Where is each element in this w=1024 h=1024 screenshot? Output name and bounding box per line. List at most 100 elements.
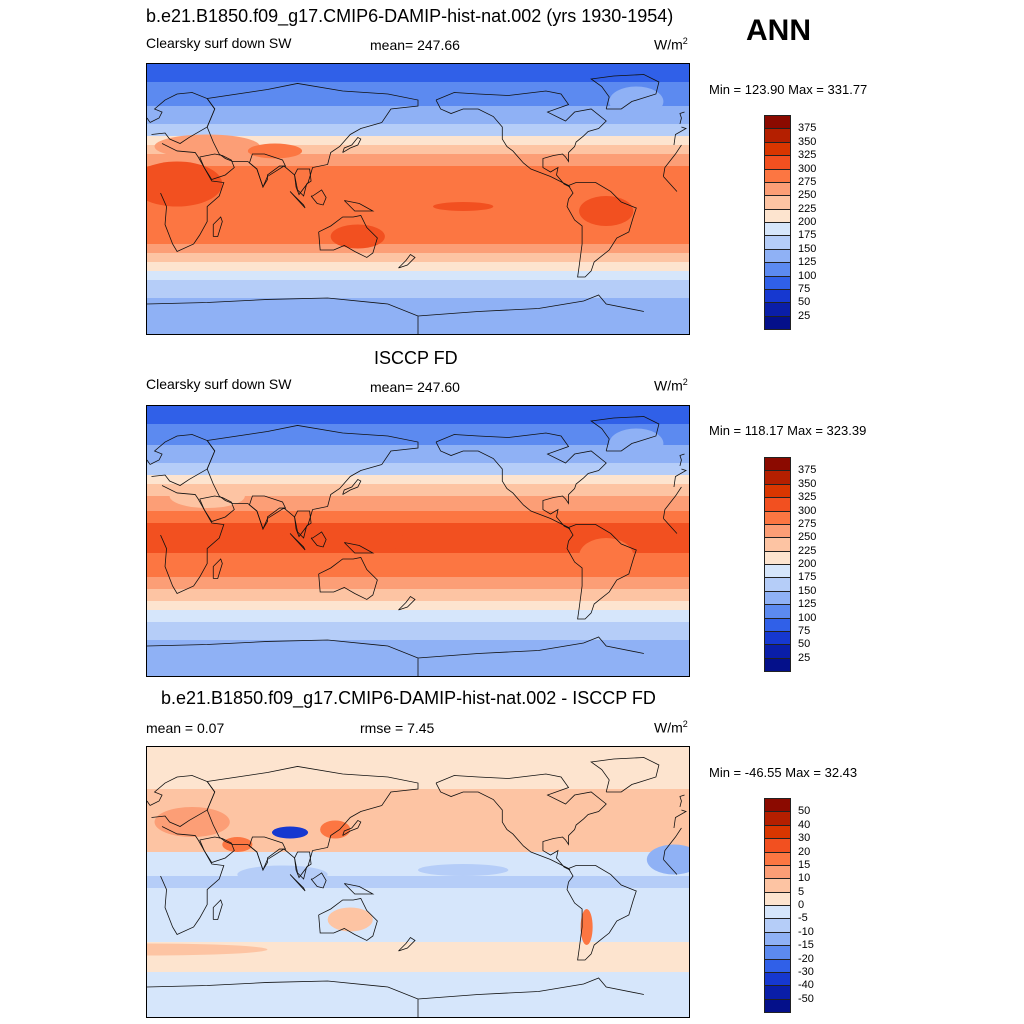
map-band bbox=[147, 124, 689, 137]
coastline-borneo bbox=[310, 872, 327, 889]
coastline-seasia bbox=[294, 851, 312, 880]
colorbar-swatch bbox=[764, 262, 791, 277]
colorbar-label: 100 bbox=[798, 269, 817, 282]
map-feature bbox=[579, 195, 634, 226]
map-feature bbox=[154, 807, 230, 837]
map-svg bbox=[147, 406, 689, 676]
colorbar-label: 75 bbox=[798, 282, 811, 295]
coastline-greenland bbox=[590, 757, 660, 793]
map-feature bbox=[330, 224, 385, 249]
colorbar-swatch bbox=[764, 971, 791, 987]
colorbar-label: 75 bbox=[798, 624, 811, 637]
colorbar-swatch bbox=[764, 945, 791, 960]
colorbar-swatch bbox=[764, 457, 791, 472]
panel-3-map bbox=[146, 746, 690, 1018]
coastline-newguinea bbox=[343, 883, 375, 895]
map-feature bbox=[580, 909, 593, 945]
colorbar-label: -5 bbox=[798, 912, 808, 925]
panel-1-units: W/m2 bbox=[654, 36, 688, 53]
panel-2-colorbar: 375 350 325 300 275 250 225 200 175 150 125 100 75 50… bbox=[764, 457, 816, 672]
coastline-india bbox=[249, 153, 287, 188]
colorbar-swatch bbox=[764, 577, 791, 592]
colorbar-label: -20 bbox=[798, 952, 814, 965]
coastline-arabia bbox=[199, 495, 235, 523]
panel-1-colorbar: 375 350 325 300 275 250 225 200 175 150 125 100 75 50… bbox=[764, 115, 816, 330]
coastline-greenland bbox=[590, 416, 660, 452]
coastline-newguinea bbox=[343, 542, 375, 554]
coastline-sumatra bbox=[289, 874, 306, 892]
map-band bbox=[147, 475, 689, 485]
coastline-southamerica bbox=[566, 524, 637, 620]
colorbar-label: 150 bbox=[798, 242, 817, 255]
panel-3-units: W/m2 bbox=[654, 719, 688, 736]
coastline-greenland bbox=[590, 74, 660, 110]
map-feature bbox=[609, 428, 664, 459]
coastline-antarctica bbox=[147, 977, 644, 1017]
panel-2-map bbox=[146, 405, 690, 677]
map-feature bbox=[327, 907, 373, 932]
map-band bbox=[147, 253, 689, 263]
colorbar-swatch bbox=[764, 470, 791, 485]
colorbar-swatch bbox=[764, 537, 791, 552]
map-band bbox=[147, 406, 689, 425]
panel-3-rmse: rmse = 7.45 bbox=[360, 720, 435, 736]
coastline-borneo bbox=[310, 531, 327, 548]
colorbar-label: 225 bbox=[798, 544, 817, 557]
coastline-antarctica bbox=[147, 294, 644, 334]
colorbar-label: 15 bbox=[798, 858, 811, 871]
map-band bbox=[147, 601, 689, 611]
map-band bbox=[147, 888, 689, 913]
map-feature bbox=[433, 202, 494, 211]
colorbar-label: 300 bbox=[798, 162, 817, 175]
colorbar-swatch bbox=[764, 181, 791, 197]
panel-1-variable: Clearsky surf down SW bbox=[146, 35, 292, 51]
map-band bbox=[147, 136, 689, 146]
colorbar-label: 175 bbox=[798, 571, 817, 584]
colorbar-swatch bbox=[764, 523, 791, 539]
colorbar-label: 275 bbox=[798, 517, 817, 530]
map-band bbox=[147, 496, 689, 512]
panel-1-map bbox=[146, 63, 690, 335]
colorbar-label: 25 bbox=[798, 309, 811, 322]
coastline-japan bbox=[342, 819, 362, 836]
colorbar-swatch bbox=[764, 931, 791, 947]
map-svg bbox=[147, 747, 689, 1017]
map-band bbox=[147, 876, 689, 889]
colorbar-label: 225 bbox=[798, 202, 817, 215]
colorbar-swatch bbox=[764, 222, 791, 237]
coastline-northamerica bbox=[435, 773, 607, 871]
colorbar-label: 125 bbox=[798, 598, 817, 611]
colorbar-label: 175 bbox=[798, 229, 817, 242]
colorbar-swatch bbox=[764, 510, 791, 525]
colorbar-label: 0 bbox=[798, 899, 805, 911]
map-band bbox=[147, 424, 689, 446]
panel-3-minmax: Min = -46.55 Max = 32.43 bbox=[709, 765, 858, 780]
colorbar-swatch bbox=[764, 644, 791, 659]
colorbar-label: 30 bbox=[798, 832, 811, 845]
coastline-sumatra bbox=[289, 191, 306, 209]
colorbar-swatch bbox=[764, 878, 791, 893]
season-label: ANN bbox=[746, 14, 811, 47]
coastline-australia bbox=[318, 215, 378, 258]
colorbar-swatch bbox=[764, 168, 791, 183]
colorbar-swatch bbox=[764, 824, 791, 840]
map-feature bbox=[271, 826, 309, 839]
coastline-newguinea bbox=[343, 200, 375, 212]
colorbar-label: 25 bbox=[798, 651, 811, 664]
coastline-arabia bbox=[199, 836, 235, 864]
coastline-antarctica bbox=[147, 636, 644, 676]
coastline-japan bbox=[342, 136, 362, 153]
colorbar-label: 50 bbox=[798, 805, 811, 818]
map-band bbox=[147, 484, 689, 497]
map-band bbox=[147, 511, 689, 524]
colorbar-swatch bbox=[764, 208, 791, 223]
coastline-madagascar bbox=[212, 899, 223, 920]
coastline-northamerica bbox=[435, 90, 607, 188]
colorbar-label: 125 bbox=[798, 256, 817, 269]
colorbar-swatch bbox=[764, 798, 791, 813]
map-feature bbox=[247, 143, 303, 159]
colorbar-label: -15 bbox=[798, 939, 814, 952]
panel-2-units: W/m2 bbox=[654, 377, 688, 394]
colorbar-swatch bbox=[764, 302, 791, 317]
colorbar-label: 250 bbox=[798, 531, 817, 544]
